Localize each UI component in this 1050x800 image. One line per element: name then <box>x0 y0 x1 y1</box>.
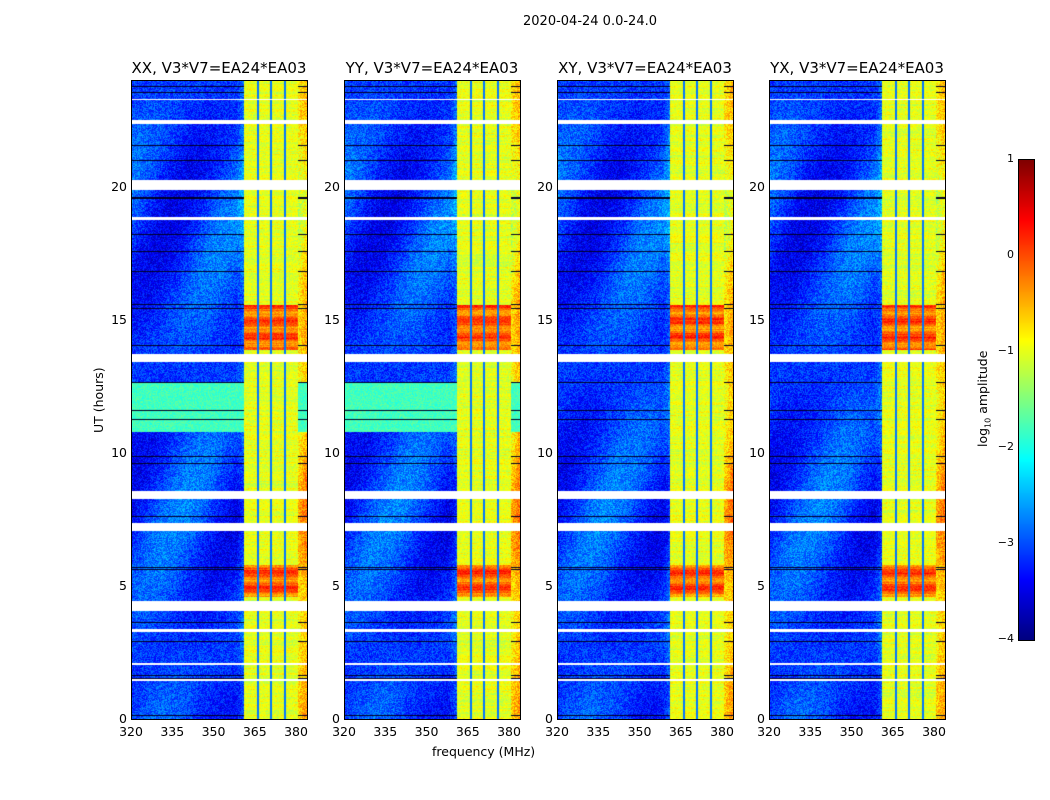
panel-title: YX, V3*V7=EA24*EA03 <box>770 59 944 77</box>
x-tick-label: 365 <box>455 724 480 739</box>
waterfall-panel <box>769 80 946 720</box>
x-tick-label: 350 <box>627 724 652 739</box>
x-tick-label: 365 <box>668 724 693 739</box>
x-tick-label: 365 <box>242 724 267 739</box>
colorbar-label: log10 amplitude <box>975 350 993 447</box>
heatmap-image <box>345 81 520 719</box>
heatmap-image <box>132 81 307 719</box>
colorbar-tick-label: 1 <box>1007 152 1014 165</box>
figure-title: 2020-04-24 0.0-24.0 <box>523 14 657 29</box>
x-tick-label: 350 <box>839 724 864 739</box>
y-tick-label: 10 <box>537 444 553 460</box>
colorbar-tick-label: 0 <box>1007 248 1014 261</box>
y-tick-label: 20 <box>111 178 127 194</box>
x-tick-label: 380 <box>497 724 521 739</box>
x-tick-label: 320 <box>757 724 781 739</box>
heatmap-image <box>558 81 733 719</box>
x-tick-label: 335 <box>160 724 185 739</box>
y-tick-label: 20 <box>324 178 340 194</box>
y-tick-label: 10 <box>749 444 765 460</box>
x-tick-label: 320 <box>119 724 143 739</box>
x-tick-label: 320 <box>545 724 569 739</box>
waterfall-panel <box>557 80 734 720</box>
y-tick-label: 15 <box>537 311 553 327</box>
x-tick-label: 335 <box>798 724 823 739</box>
x-tick-label: 380 <box>922 724 946 739</box>
x-tick-label: 335 <box>586 724 611 739</box>
y-tick-label: 15 <box>324 311 340 327</box>
waterfall-panel <box>344 80 521 720</box>
colorbar-tick-label: −3 <box>997 536 1014 549</box>
y-tick-label: 0 <box>332 711 340 726</box>
colorbar-tick-label: −2 <box>997 440 1014 453</box>
panel-title: XX, V3*V7=EA24*EA03 <box>131 59 307 77</box>
colorbar-tick-label: −4 <box>997 632 1014 645</box>
y-tick-label: 10 <box>111 444 127 460</box>
y-tick-label: 20 <box>749 178 765 194</box>
y-axis-label: UT (hours) <box>91 367 106 433</box>
x-tick-label: 380 <box>710 724 734 739</box>
x-tick-label: 350 <box>414 724 439 739</box>
y-tick-label: 20 <box>537 178 553 194</box>
x-tick-label: 320 <box>332 724 356 739</box>
colorbar-tick-label: −1 <box>997 344 1014 357</box>
x-tick-label: 365 <box>880 724 905 739</box>
y-tick-label: 0 <box>545 711 553 726</box>
y-tick-label: 5 <box>545 577 553 593</box>
x-tick-label: 335 <box>373 724 398 739</box>
heatmap-image <box>770 81 945 719</box>
y-tick-label: 0 <box>757 711 765 726</box>
y-tick-label: 10 <box>324 444 340 460</box>
y-tick-label: 5 <box>332 577 340 593</box>
y-tick-label: 5 <box>119 577 127 593</box>
x-axis-label: frequency (MHz) <box>432 744 536 759</box>
y-tick-label: 5 <box>757 577 765 593</box>
y-tick-label: 15 <box>111 311 127 327</box>
colorbar <box>1018 159 1035 641</box>
y-tick-label: 0 <box>119 711 127 726</box>
panel-title: YY, V3*V7=EA24*EA03 <box>345 59 519 77</box>
x-tick-label: 380 <box>284 724 308 739</box>
y-tick-label: 15 <box>749 311 765 327</box>
panel-title: XY, V3*V7=EA24*EA03 <box>558 59 732 77</box>
x-tick-label: 350 <box>201 724 226 739</box>
waterfall-panel <box>131 80 308 720</box>
